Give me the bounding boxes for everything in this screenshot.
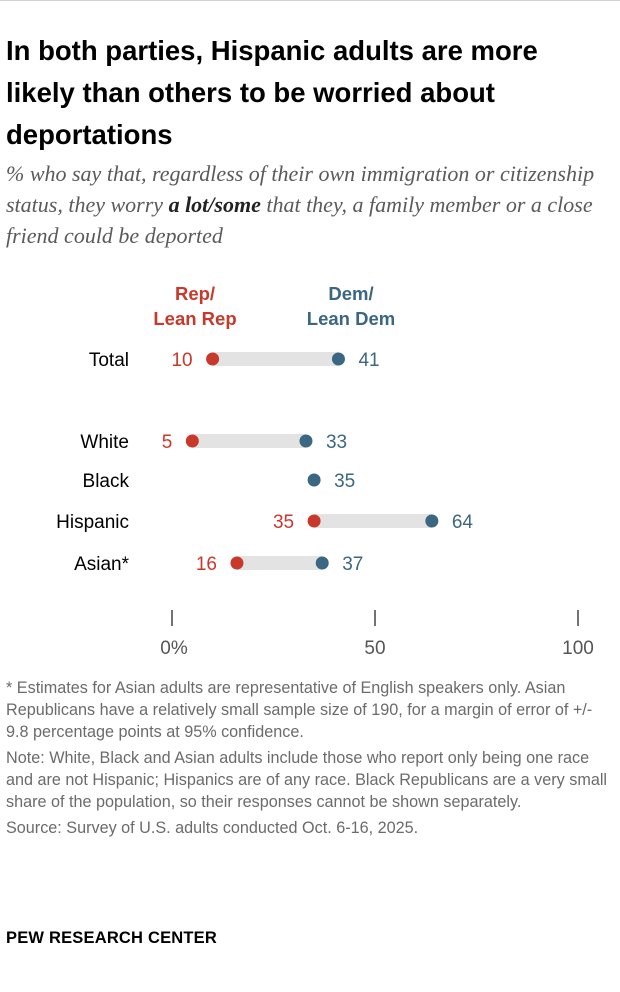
row-label-total: Total bbox=[89, 350, 129, 371]
value-rep-asian: 16 bbox=[196, 554, 217, 575]
top-rule bbox=[0, 0, 620, 1]
legend-dem-line-2: Lean Dem bbox=[307, 308, 395, 329]
footnote-asian: * Estimates for Asian adults are represe… bbox=[6, 679, 593, 741]
chart-subtitle: % who say that, regardless of their own … bbox=[6, 158, 611, 251]
dot-dem-black bbox=[307, 473, 321, 487]
value-rep-white: 5 bbox=[162, 432, 173, 453]
dot-dem-total bbox=[331, 352, 345, 366]
value-dem-white: 33 bbox=[326, 432, 347, 453]
value-dem-hispanic: 64 bbox=[452, 512, 474, 533]
brand-logo-text: PEW RESEARCH CENTER bbox=[6, 929, 217, 947]
value-dem-asian: 37 bbox=[342, 554, 363, 575]
dot-rep-white bbox=[185, 434, 199, 448]
row-label-white: White bbox=[80, 432, 129, 453]
source-note: Source: Survey of U.S. adults conducted … bbox=[6, 819, 419, 837]
legend-rep-line-1: Rep/ bbox=[175, 283, 215, 304]
chart-title: In both parties, Hispanic adults are mor… bbox=[6, 35, 538, 150]
subtitle-text-before: % who say that, regardless of their own … bbox=[6, 161, 595, 217]
x-tick-label-50: 50 bbox=[364, 638, 385, 659]
subtitle-text-after: that they, a family member or a close fr… bbox=[6, 192, 593, 248]
value-rep-total: 10 bbox=[171, 350, 192, 371]
note-race: Note: White, Black and Asian adults incl… bbox=[6, 749, 608, 811]
value-dem-total: 41 bbox=[358, 350, 379, 371]
legend-dem-line-1: Dem/ bbox=[328, 283, 373, 304]
row-label-black: Black bbox=[83, 471, 130, 492]
row-label-asian: Asian* bbox=[74, 554, 130, 575]
dot-rep-hispanic bbox=[307, 514, 321, 528]
dot-rep-asian bbox=[230, 556, 244, 570]
dot-dem-asian bbox=[315, 556, 329, 570]
dot-dem-hispanic bbox=[425, 514, 439, 528]
x-tick-label-0: 0% bbox=[160, 638, 188, 659]
dot-plot-chart: Rep/Lean Rep Dem/Lean Dem Total 10 41 White 5 3… bbox=[56, 283, 594, 659]
row-label-hispanic: Hispanic bbox=[56, 512, 129, 533]
value-dem-black: 35 bbox=[334, 471, 355, 492]
dot-rep-total bbox=[206, 352, 220, 366]
subtitle-emphasis: a lot/some bbox=[168, 192, 261, 217]
legend-rep-line-2: Lean Rep bbox=[153, 308, 236, 329]
x-tick-label-100: 100 bbox=[562, 638, 594, 659]
chart-notes: * Estimates for Asian adults are represe… bbox=[6, 677, 616, 843]
dot-dem-white bbox=[299, 434, 313, 448]
value-rep-hispanic: 35 bbox=[273, 512, 294, 533]
